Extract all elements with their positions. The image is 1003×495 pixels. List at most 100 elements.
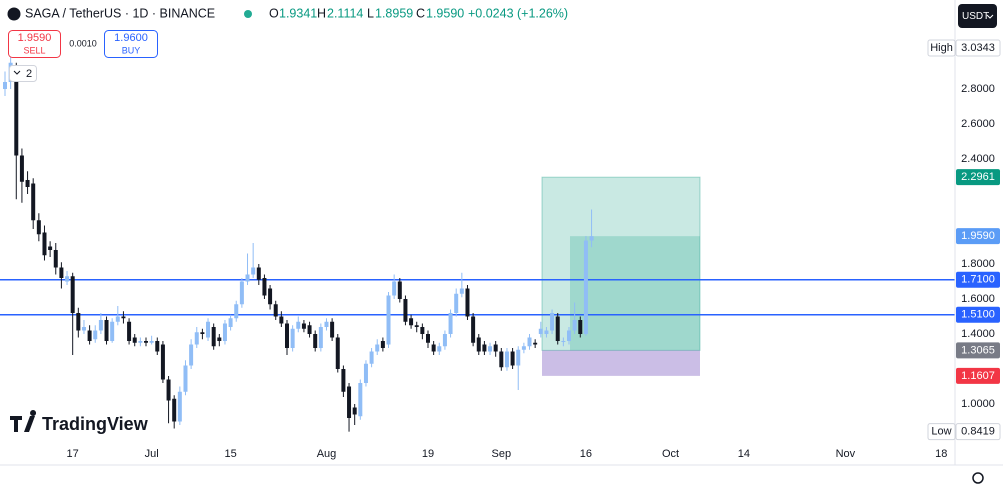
candle-body <box>172 398 177 422</box>
spread: 0.0010 <box>69 38 97 48</box>
indicator-toggle[interactable] <box>9 65 37 82</box>
candle-body <box>335 337 340 370</box>
candle-body <box>499 351 504 368</box>
candle-body <box>437 346 442 352</box>
candle-body <box>301 323 306 329</box>
candle-body <box>104 320 109 342</box>
price-label-box <box>956 271 1000 288</box>
x-tick-label: Aug <box>317 448 337 460</box>
candle-body <box>160 344 165 380</box>
candle-body <box>550 313 555 331</box>
candle-body <box>245 274 250 282</box>
candle-body <box>14 68 19 156</box>
buy-label: BUY <box>122 45 141 55</box>
candle-body <box>268 288 273 305</box>
candle-body <box>414 325 419 328</box>
candle-body <box>211 327 216 347</box>
candle-body <box>251 267 256 275</box>
candle-body <box>324 321 329 328</box>
candle-body <box>144 341 148 343</box>
candle-body <box>341 369 346 392</box>
candle-body <box>222 323 227 342</box>
buy-price: 1.9600 <box>114 32 148 44</box>
candle-body <box>538 328 543 335</box>
x-tick-label: 15 <box>224 448 236 460</box>
symbol-title[interactable]: SAGA / TetherUS · 1D · BINANCE <box>25 6 215 20</box>
candle-body <box>228 318 233 328</box>
candle-body <box>98 320 103 331</box>
settings-icon[interactable] <box>972 472 984 484</box>
x-tick-label: Oct <box>662 448 679 460</box>
candle-body <box>285 323 289 349</box>
candle-body <box>358 383 363 417</box>
x-tick-label: Nov <box>836 448 856 460</box>
y-tick-label: 1.0000 <box>961 398 995 410</box>
candle-body <box>132 337 137 343</box>
candle-body <box>76 313 81 331</box>
candle-body <box>19 155 24 182</box>
ohlc-value: 1.8959 <box>375 6 413 20</box>
price-label-box <box>956 169 1000 186</box>
candle-body <box>420 327 425 335</box>
candle-body <box>488 346 493 352</box>
price-label: 1.1607 <box>961 370 995 382</box>
candle-body <box>307 325 312 335</box>
y-tick-label: 2.6000 <box>961 118 995 130</box>
candle-body <box>448 313 453 335</box>
candle-body <box>533 342 538 345</box>
candle-body <box>81 327 86 331</box>
candle-body <box>36 220 41 235</box>
candle-body <box>567 330 571 342</box>
candle-body <box>53 250 58 268</box>
candle-body <box>409 318 414 326</box>
price-label: 1.7100 <box>961 274 995 286</box>
candle-body <box>380 341 385 349</box>
y-tick-label: 1.8000 <box>961 258 995 270</box>
candle-body <box>183 365 188 392</box>
candle-body <box>493 344 498 352</box>
x-tick-label: 19 <box>422 448 434 460</box>
price-label-name: High <box>930 42 953 54</box>
x-tick-label: 14 <box>738 448 750 460</box>
plot-layer <box>0 48 955 432</box>
symbol-icon <box>7 7 21 21</box>
candle-body <box>454 293 459 314</box>
x-tick-label: 17 <box>67 448 79 460</box>
price-label-name-box <box>927 423 956 441</box>
candle-body <box>465 288 470 317</box>
candle-body <box>48 246 53 251</box>
buy-button[interactable] <box>104 30 158 58</box>
chevron <box>986 14 994 19</box>
price-label-box <box>956 306 1000 323</box>
candle-body <box>330 321 335 338</box>
sell-button[interactable] <box>8 30 61 58</box>
candle-body <box>279 316 284 324</box>
brand-logo <box>10 410 37 432</box>
candle-body <box>589 236 594 241</box>
candle-body <box>578 320 583 335</box>
profit-zone <box>541 176 701 351</box>
open-profit-zone <box>570 236 700 351</box>
candle-body <box>3 82 7 90</box>
sell-price: 1.9590 <box>18 32 52 44</box>
candle-body <box>369 351 374 364</box>
candle-body <box>459 288 464 294</box>
candle-body <box>476 337 481 352</box>
candle-body <box>352 407 357 415</box>
candle-body <box>42 232 47 256</box>
x-tick-label: Sep <box>492 448 512 460</box>
y-tick-label: 1.6000 <box>961 293 995 305</box>
candle-body <box>296 321 301 329</box>
candle-body <box>516 349 521 366</box>
candle-body <box>544 330 549 335</box>
candle-body <box>121 316 126 319</box>
candle-body <box>442 334 447 347</box>
candle-body <box>510 351 515 366</box>
change: +0.0243 (+1.26%) <box>468 6 568 20</box>
candle-body <box>87 330 92 342</box>
currency-button[interactable] <box>958 4 997 28</box>
candle-body <box>572 320 577 331</box>
candle-body <box>403 299 408 322</box>
